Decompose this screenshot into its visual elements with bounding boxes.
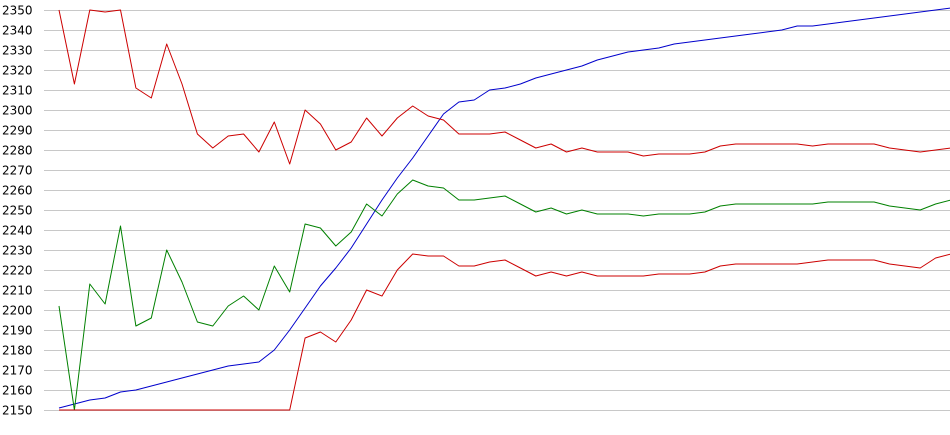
y-tick-label: 2330 xyxy=(2,44,33,58)
y-tick-label: 2160 xyxy=(2,384,33,398)
series-group xyxy=(58,7,950,411)
y-tick-label: 2320 xyxy=(2,64,33,78)
series-line-1 xyxy=(58,7,950,409)
gridlines xyxy=(44,10,950,411)
y-tick-label: 2180 xyxy=(2,344,33,358)
series-line-2 xyxy=(58,9,950,165)
series-line-4 xyxy=(59,253,950,411)
y-tick-label: 2240 xyxy=(2,224,33,238)
y-tick-label: 2350 xyxy=(2,4,33,18)
y-tick-label: 2340 xyxy=(2,24,33,38)
y-tick-label: 2150 xyxy=(2,404,33,418)
y-tick-label: 2190 xyxy=(2,324,33,338)
y-tick-label: 2250 xyxy=(2,204,33,218)
y-tick-label: 2170 xyxy=(2,364,33,378)
y-tick-label: 2270 xyxy=(2,164,33,178)
y-tick-label: 2280 xyxy=(2,144,33,158)
series-line-3 xyxy=(58,179,950,411)
y-tick-label: 2310 xyxy=(2,84,33,98)
y-axis: 2150 2160 2170 2180 2190 2200 2210 2220 2230 2240… xyxy=(2,4,33,418)
y-tick-label: 2300 xyxy=(2,104,33,118)
y-tick-label: 2220 xyxy=(2,264,33,278)
y-tick-label: 2260 xyxy=(2,184,33,198)
y-tick-label: 2200 xyxy=(2,304,33,318)
y-tick-label: 2230 xyxy=(2,244,33,258)
y-tick-label: 2290 xyxy=(2,124,33,138)
y-tick-label: 2210 xyxy=(2,284,33,298)
